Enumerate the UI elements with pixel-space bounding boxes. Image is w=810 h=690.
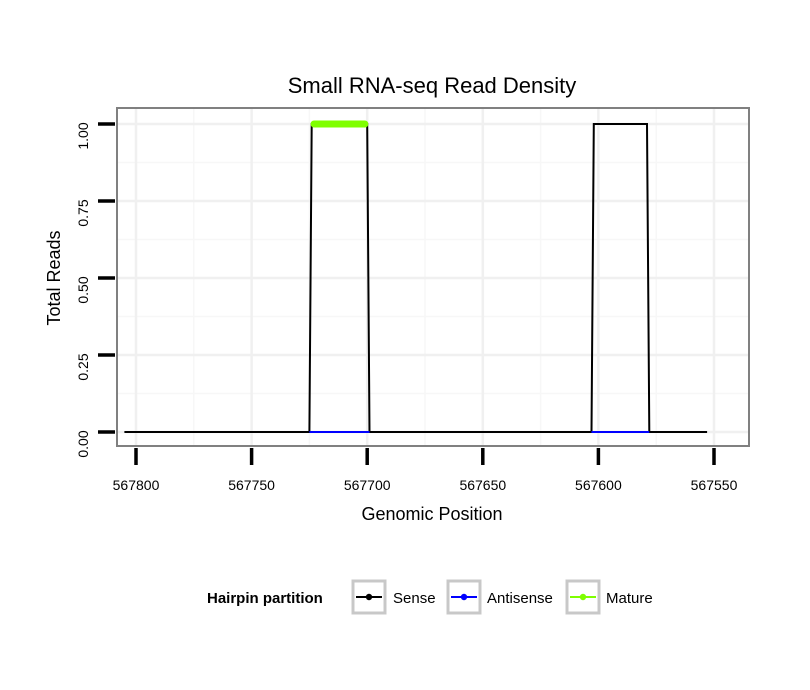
x-axis-label: Genomic Position [361, 504, 502, 524]
y-tick-label: 0.25 [75, 353, 91, 380]
legend-entry-mature: Mature [565, 579, 653, 615]
legend-title: Hairpin partition [207, 590, 323, 607]
x-tick-label: 567600 [575, 477, 622, 493]
legend-dot-sense [365, 593, 373, 601]
x-tick-label: 567700 [344, 477, 391, 493]
x-axis-ticks: 567800 567750 567700 567650 567600 567550 [113, 448, 738, 493]
y-tick-label: 0.00 [75, 430, 91, 457]
legend-label-sense: Sense [393, 590, 436, 607]
y-axis-label: Total Reads [44, 230, 64, 325]
y-tick-label: 0.75 [75, 199, 91, 226]
legend-label-mature: Mature [606, 590, 653, 607]
series-lines [124, 120, 708, 433]
x-tick-label: 567550 [691, 477, 738, 493]
legend-dot-mature [579, 593, 587, 601]
legend-label-antisense: Antisense [487, 590, 553, 607]
x-tick-label: 567750 [228, 477, 275, 493]
series-line-sense [124, 123, 708, 433]
y-tick-label: 1.00 [75, 122, 91, 149]
legend-dot-antisense [460, 593, 468, 601]
legend-entry-antisense: Antisense [446, 579, 553, 615]
x-tick-label: 567800 [113, 477, 160, 493]
legend: Hairpin partition Sense Antisense Mature [207, 579, 653, 615]
chart-title: Small RNA-seq Read Density [288, 73, 577, 98]
y-axis-ticks: 0.00 0.25 0.50 0.75 1.00 [75, 122, 115, 458]
plot-border [116, 107, 750, 447]
legend-entry-sense: Sense [351, 579, 436, 615]
y-tick-label: 0.50 [75, 276, 91, 303]
x-tick-label: 567650 [459, 477, 506, 493]
